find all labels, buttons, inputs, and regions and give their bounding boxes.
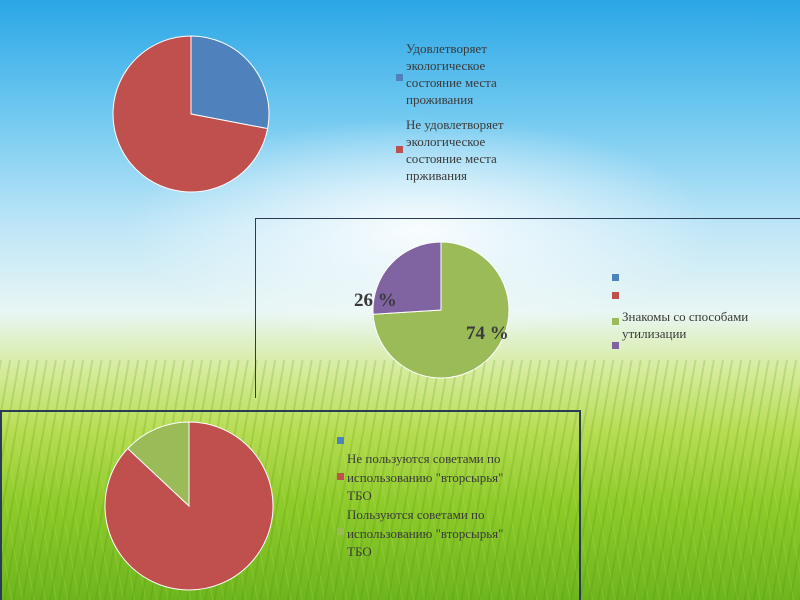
legend-label-line: состояние места [406, 151, 497, 166]
pie-chart-disposal-svg: 74 % 26 % [354, 241, 510, 379]
legend-label-line: состояние места [406, 75, 497, 90]
legend-label-line: проживания [406, 92, 474, 107]
pie-slice-2 [372, 241, 442, 315]
legend-swatch [337, 437, 344, 444]
pie-chart-disposal: 74 % 26 % Знакомы со способами утилизации [354, 241, 749, 379]
legend-label-line: прживания [406, 168, 468, 183]
pie-chart-ecology-svg [112, 35, 270, 193]
legend-swatch [612, 342, 619, 349]
legend-swatch [612, 318, 619, 325]
legend-label-line: утилизации [622, 326, 687, 341]
pie-slice-1 [190, 35, 270, 130]
legend-label-line: Пользуются советами по [347, 507, 485, 522]
legend-label-line: Знакомы со способами [622, 309, 749, 324]
legend-swatch [337, 528, 344, 535]
legend-label-line: использованию "вторсырья" [347, 525, 504, 541]
legend-label-line: экологическое [406, 134, 486, 149]
legend-label-line: ТБО [347, 544, 372, 559]
legend-label-line: Удовлетворяет [406, 41, 487, 56]
legend-swatch [337, 473, 344, 480]
legend-swatch [396, 74, 403, 81]
pie-slice-2 [127, 421, 190, 508]
legend-label-line: экологическое [406, 58, 486, 73]
chart-3-frame [0, 410, 581, 600]
pie-data-label-1: 74 % [466, 323, 509, 344]
pie-data-label-2: 26 % [354, 290, 397, 311]
legend-swatch [396, 146, 403, 153]
legend-swatch [612, 274, 619, 281]
legend-label-line: ТБО [347, 488, 372, 503]
legend-label-line: использованию "вторсырья" [347, 469, 504, 485]
pie-slice-2 [112, 35, 269, 193]
legend-label-line: Не пользуются советами по [347, 451, 501, 466]
chart-2-frame [255, 218, 800, 398]
pie-chart-ecology: Удовлетворяет экологическое состояние мест… [0, 0, 800, 210]
legend-label-line: Не удовлетворяет [406, 117, 504, 132]
legend-swatch [612, 292, 619, 299]
